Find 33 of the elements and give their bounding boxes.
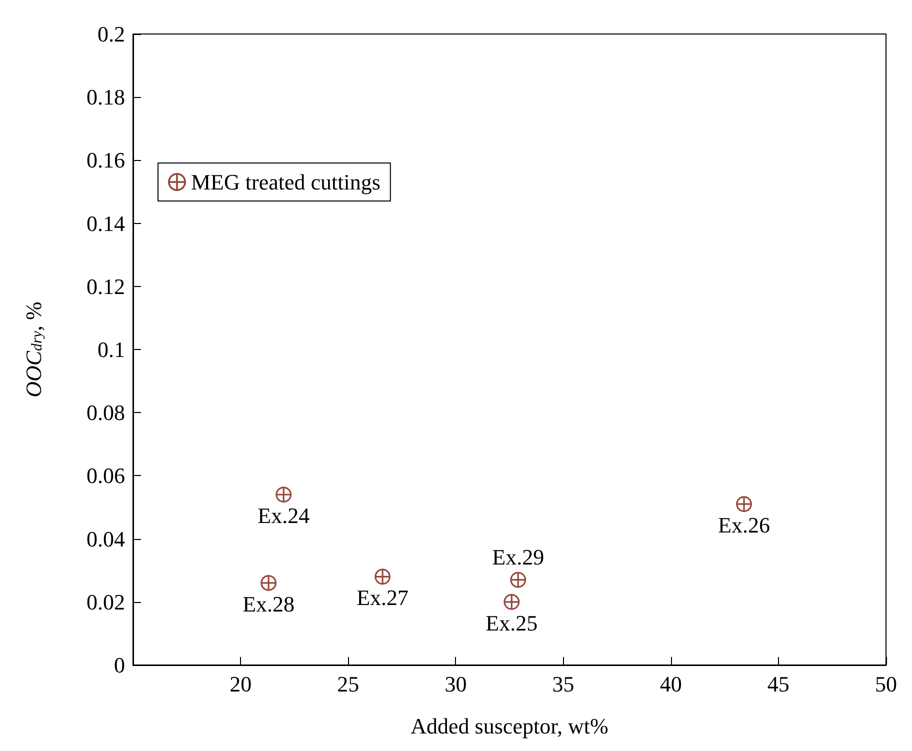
- point: [276, 486, 292, 503]
- x-tick-label: 25: [337, 672, 360, 696]
- y-tick-label: 0.18: [86, 84, 125, 110]
- point: [260, 574, 277, 591]
- y-tick-label: 0.06: [86, 463, 125, 488]
- point: [510, 572, 526, 588]
- y-tick-label: 0.08: [86, 400, 125, 426]
- y-tick-label: 0.16: [86, 148, 125, 173]
- annotation: Ex.27: [356, 585, 409, 610]
- y-tick-label: 0.04: [86, 526, 125, 552]
- point: [374, 568, 391, 585]
- x-tick-label: 35: [552, 672, 574, 696]
- x-tick-label: 20: [230, 672, 252, 696]
- y-tick-label: 0: [114, 652, 125, 678]
- x-axis-title: Added susceptor, wt%: [410, 714, 608, 738]
- y-axis-title: OOCdry, %: [21, 302, 46, 398]
- y-tick-label: 0.12: [86, 274, 125, 299]
- point: [736, 496, 752, 512]
- annotation: Ex.25: [486, 610, 538, 636]
- annotation: Ex.24: [258, 503, 310, 528]
- y-tick-label: 0.2: [98, 22, 125, 46]
- annotation: Ex.26: [718, 512, 770, 538]
- annotation: Ex.29: [492, 544, 544, 570]
- x-tick-label: 30: [444, 672, 467, 696]
- x-tick-label: 45: [767, 672, 790, 696]
- x-tick-label: 50: [875, 672, 897, 696]
- y-tick-label: 0.14: [86, 210, 125, 236]
- annotation: Ex.28: [242, 591, 295, 616]
- x-tick-label: 40: [660, 672, 682, 696]
- legend-label: MEG treated cuttings: [191, 170, 380, 194]
- point: [504, 594, 520, 610]
- y-tick-label: 0.02: [86, 589, 125, 614]
- y-tick-label: 0.1: [98, 337, 125, 362]
